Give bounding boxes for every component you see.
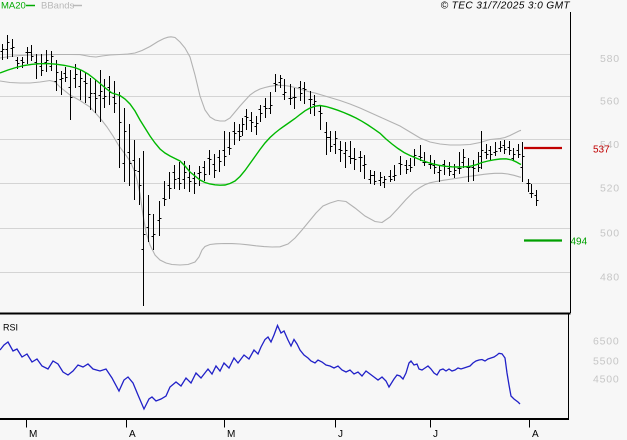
svg-text:© TEC 31/7/2025 3:0 GMT: © TEC 31/7/2025 3:0 GMT — [441, 0, 571, 11]
svg-text:6500: 6500 — [593, 336, 620, 348]
svg-text:RSI: RSI — [3, 323, 18, 333]
svg-text:BBands: BBands — [41, 1, 75, 12]
svg-text:480: 480 — [600, 272, 620, 284]
svg-text:494: 494 — [571, 237, 588, 248]
svg-text:A: A — [532, 429, 539, 440]
svg-text:520: 520 — [600, 183, 620, 195]
svg-text:537: 537 — [593, 145, 610, 156]
svg-text:J: J — [433, 429, 438, 440]
svg-text:560: 560 — [600, 96, 620, 108]
svg-text:540: 540 — [600, 139, 620, 151]
svg-text:500: 500 — [600, 228, 620, 240]
svg-text:M: M — [227, 429, 235, 440]
svg-text:580: 580 — [600, 53, 620, 65]
svg-text:A: A — [129, 429, 136, 440]
svg-text:4500: 4500 — [593, 374, 620, 386]
svg-text:MA20: MA20 — [1, 1, 26, 12]
svg-text:M: M — [29, 429, 37, 440]
svg-text:J: J — [338, 429, 343, 440]
svg-text:5500: 5500 — [593, 356, 620, 368]
